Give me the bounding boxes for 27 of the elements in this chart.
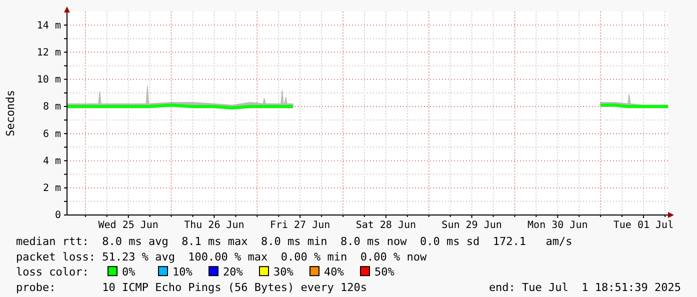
y-tick-label: 12 m [36,47,61,58]
text: median rtt: 8.0 ms avg 8.1 ms max 8.0 ms min 8.0 ms now 0.0 ms sd 172.1 am/s [16,235,572,248]
text: loss color: [16,266,89,279]
x-tick-label: Sun 29 Jun [442,220,502,232]
y-tick-label: 0 [54,210,61,222]
x-tick-label: Sat 28 Jun [356,220,416,232]
text: 0% [122,266,136,279]
y-tick-label: 14 m [36,20,61,32]
text: 20% [223,266,244,279]
text: 50% [374,266,395,279]
text: 10% [172,266,193,279]
y-tick-label: 8 m [42,102,61,113]
y-tick-label: 10 m [36,74,61,86]
y-tick-label: 6 m [42,128,61,140]
y-axis-title: Seconds [4,90,17,136]
text: 40% [324,266,344,279]
text: packet loss: 51.23 % avg 100.00 % max 0.00 % min 0.00 % now [16,250,427,264]
text: end: Tue Jul 1 18:51:39 2025 [488,280,681,294]
x-tick-label: Wed 25 Jun [98,220,158,232]
text: 30% [274,266,294,279]
y-tick-label: 2 m [42,183,61,194]
y-tick-label: 4 m [42,156,61,167]
text: probe: 10 ICMP Echo Pings (56 Bytes) every 120s [16,280,367,294]
x-tick-label: Mon 30 Jun [528,220,588,232]
x-tick-label: Tue 01 Jul [613,220,674,232]
x-tick-label: Fri 27 Jun [270,220,330,232]
x-tick-label: Thu 26 Jun [184,220,244,232]
